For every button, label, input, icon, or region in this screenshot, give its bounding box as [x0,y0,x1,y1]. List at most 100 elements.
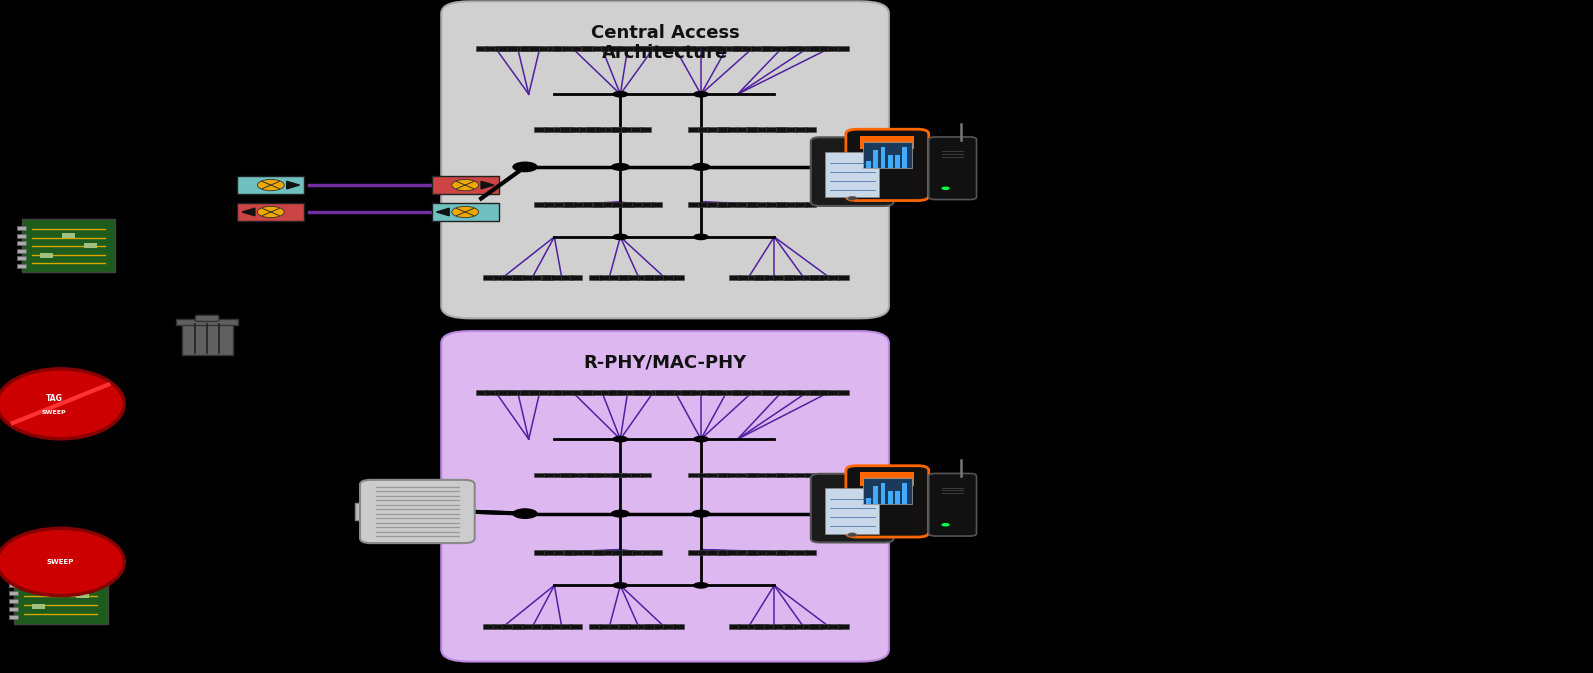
FancyBboxPatch shape [561,472,572,477]
FancyBboxPatch shape [698,202,709,207]
Circle shape [612,436,628,443]
FancyBboxPatch shape [16,241,25,245]
FancyBboxPatch shape [763,625,774,629]
FancyBboxPatch shape [609,625,620,629]
FancyBboxPatch shape [895,491,900,505]
FancyBboxPatch shape [776,202,787,207]
FancyBboxPatch shape [8,615,19,619]
FancyBboxPatch shape [616,46,628,50]
Circle shape [452,207,478,217]
FancyBboxPatch shape [618,625,629,629]
FancyBboxPatch shape [763,275,774,279]
FancyBboxPatch shape [776,127,787,131]
FancyBboxPatch shape [881,483,886,505]
FancyBboxPatch shape [8,591,19,595]
FancyBboxPatch shape [54,582,67,588]
FancyBboxPatch shape [752,390,763,394]
FancyBboxPatch shape [511,625,523,629]
FancyBboxPatch shape [513,275,524,279]
FancyBboxPatch shape [709,390,720,394]
FancyBboxPatch shape [511,275,523,279]
FancyBboxPatch shape [867,498,871,505]
FancyBboxPatch shape [776,550,787,555]
FancyBboxPatch shape [237,176,304,194]
FancyBboxPatch shape [828,625,840,629]
FancyBboxPatch shape [360,480,475,543]
FancyBboxPatch shape [819,275,830,279]
FancyBboxPatch shape [757,202,768,207]
FancyBboxPatch shape [771,390,782,394]
FancyBboxPatch shape [570,127,581,131]
FancyBboxPatch shape [636,46,647,50]
Circle shape [452,180,478,190]
FancyBboxPatch shape [663,46,674,50]
FancyBboxPatch shape [13,567,107,624]
FancyBboxPatch shape [761,390,773,394]
FancyBboxPatch shape [688,472,699,477]
FancyBboxPatch shape [655,390,666,394]
FancyBboxPatch shape [534,550,545,555]
FancyBboxPatch shape [738,625,749,629]
FancyBboxPatch shape [773,275,784,279]
FancyBboxPatch shape [717,550,728,555]
FancyBboxPatch shape [562,127,573,131]
FancyBboxPatch shape [526,46,537,50]
FancyBboxPatch shape [873,486,878,505]
FancyBboxPatch shape [8,575,19,579]
FancyBboxPatch shape [543,472,554,477]
FancyBboxPatch shape [736,46,747,50]
FancyBboxPatch shape [717,472,728,477]
FancyBboxPatch shape [757,625,768,629]
FancyBboxPatch shape [8,583,19,587]
FancyBboxPatch shape [519,46,530,50]
FancyBboxPatch shape [631,127,642,131]
FancyBboxPatch shape [612,550,623,555]
Polygon shape [287,181,299,189]
FancyBboxPatch shape [747,550,758,555]
Circle shape [610,509,629,518]
FancyBboxPatch shape [825,151,879,197]
FancyBboxPatch shape [495,390,507,394]
FancyBboxPatch shape [672,275,683,279]
FancyBboxPatch shape [707,472,718,477]
Circle shape [691,163,710,171]
FancyBboxPatch shape [771,46,782,50]
FancyBboxPatch shape [542,275,553,279]
FancyBboxPatch shape [16,226,25,230]
FancyBboxPatch shape [621,550,632,555]
FancyBboxPatch shape [175,319,239,324]
FancyBboxPatch shape [523,625,534,629]
FancyBboxPatch shape [776,127,787,131]
FancyBboxPatch shape [717,127,728,131]
FancyBboxPatch shape [795,127,806,131]
FancyBboxPatch shape [747,202,758,207]
FancyBboxPatch shape [787,390,798,394]
FancyBboxPatch shape [726,390,738,394]
FancyBboxPatch shape [785,550,796,555]
FancyBboxPatch shape [785,472,796,477]
FancyBboxPatch shape [809,625,820,629]
FancyBboxPatch shape [929,137,977,199]
FancyBboxPatch shape [8,599,19,603]
FancyBboxPatch shape [682,390,691,394]
FancyBboxPatch shape [803,625,814,629]
Circle shape [693,234,709,240]
FancyBboxPatch shape [804,202,816,207]
FancyBboxPatch shape [605,472,616,477]
FancyBboxPatch shape [753,625,765,629]
Circle shape [612,91,628,98]
FancyBboxPatch shape [548,46,559,50]
FancyBboxPatch shape [766,202,777,207]
FancyBboxPatch shape [612,127,623,131]
FancyBboxPatch shape [609,275,620,279]
FancyBboxPatch shape [757,550,768,555]
FancyBboxPatch shape [838,390,849,394]
FancyBboxPatch shape [628,625,639,629]
FancyBboxPatch shape [747,625,758,629]
FancyBboxPatch shape [182,323,233,355]
FancyBboxPatch shape [516,46,527,50]
FancyBboxPatch shape [32,604,45,609]
FancyBboxPatch shape [40,253,53,258]
FancyBboxPatch shape [583,202,594,207]
FancyBboxPatch shape [881,147,886,168]
